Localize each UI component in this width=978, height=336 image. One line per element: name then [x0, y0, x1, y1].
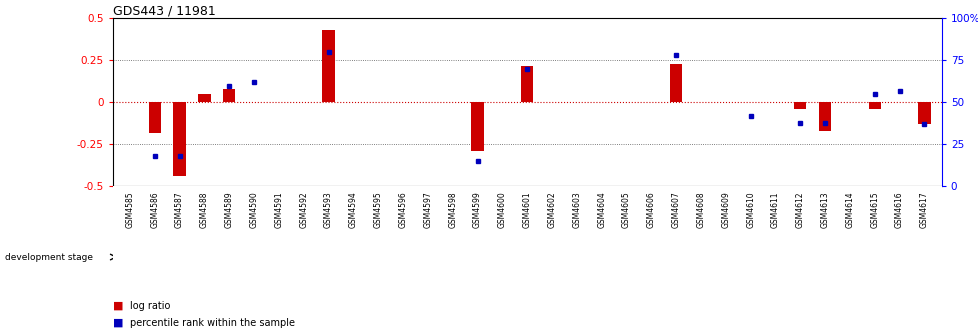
Bar: [117, 237, 167, 277]
Bar: [867, 102, 880, 109]
Text: development stage: development stage: [5, 253, 93, 261]
Bar: [688, 237, 762, 277]
Text: GSM4615: GSM4615: [869, 191, 878, 228]
Text: GSM4610: GSM4610: [745, 191, 754, 228]
Text: 8 hour APF: 8 hour APF: [700, 253, 749, 261]
Text: GSM4603: GSM4603: [572, 191, 581, 228]
Text: GSM4585: GSM4585: [125, 191, 134, 228]
Text: 2 hour APF: 2 hour APF: [304, 253, 353, 261]
Bar: [470, 102, 483, 151]
Bar: [465, 237, 539, 277]
Bar: [917, 102, 930, 124]
Text: GSM4594: GSM4594: [348, 191, 358, 228]
Text: GSM4592: GSM4592: [299, 191, 308, 228]
Text: GSM4593: GSM4593: [324, 191, 333, 228]
Text: 10 hour APF: 10 hour APF: [773, 253, 826, 261]
Text: 4 hour BPF: 4 hour BPF: [167, 253, 216, 261]
Text: GSM4588: GSM4588: [200, 191, 208, 227]
Bar: [539, 237, 613, 277]
Bar: [223, 89, 236, 102]
Bar: [669, 64, 682, 102]
Bar: [167, 237, 217, 277]
Bar: [836, 237, 936, 277]
Text: 6 hour APF: 6 hour APF: [626, 253, 675, 261]
Text: GSM4589: GSM4589: [225, 191, 234, 228]
Text: GSM4598: GSM4598: [448, 191, 457, 228]
Text: GSM4607: GSM4607: [671, 191, 680, 228]
Bar: [366, 237, 465, 277]
Bar: [818, 102, 830, 131]
Text: 3 hour APF: 3 hour APF: [390, 253, 439, 261]
Bar: [520, 66, 533, 102]
Text: GSM4614: GSM4614: [845, 191, 854, 228]
Text: 12 hour APF: 12 hour APF: [859, 253, 913, 261]
Bar: [322, 30, 334, 102]
Text: GSM4599: GSM4599: [472, 191, 481, 228]
Bar: [198, 94, 210, 102]
Text: GSM4597: GSM4597: [422, 191, 432, 228]
Text: GSM4604: GSM4604: [597, 191, 605, 228]
Text: GSM4613: GSM4613: [820, 191, 828, 228]
Text: GSM4609: GSM4609: [721, 191, 730, 228]
Text: GSM4601: GSM4601: [522, 191, 531, 228]
Text: GSM4616: GSM4616: [894, 191, 903, 228]
Text: GSM4591: GSM4591: [274, 191, 284, 228]
Text: GSM4586: GSM4586: [151, 191, 159, 228]
Text: GSM4606: GSM4606: [646, 191, 655, 228]
Bar: [291, 237, 366, 277]
Text: 4 hour APF: 4 hour APF: [477, 253, 526, 261]
Text: GSM4595: GSM4595: [374, 191, 382, 228]
Text: ■: ■: [112, 301, 123, 311]
Text: GSM4587: GSM4587: [175, 191, 184, 228]
Text: ■: ■: [112, 318, 123, 328]
Text: 0 hour PF: 0 hour PF: [233, 253, 275, 261]
Text: 18 hour BPF: 18 hour BPF: [115, 253, 169, 261]
Text: GDS443 / 11981: GDS443 / 11981: [112, 4, 215, 17]
Text: GSM4590: GSM4590: [249, 191, 258, 228]
Text: GSM4612: GSM4612: [795, 191, 804, 227]
Text: GSM4602: GSM4602: [547, 191, 556, 228]
Bar: [793, 102, 806, 109]
Text: GSM4611: GSM4611: [770, 191, 779, 227]
Bar: [762, 237, 836, 277]
Text: GSM4600: GSM4600: [498, 191, 507, 228]
Text: GSM4605: GSM4605: [621, 191, 631, 228]
Bar: [173, 102, 186, 176]
Text: 5 hour APF: 5 hour APF: [552, 253, 600, 261]
Text: percentile rank within the sample: percentile rank within the sample: [130, 318, 295, 328]
Text: GSM4608: GSM4608: [695, 191, 705, 228]
Text: GSM4596: GSM4596: [398, 191, 407, 228]
Bar: [613, 237, 688, 277]
Bar: [149, 102, 160, 133]
Text: log ratio: log ratio: [130, 301, 170, 311]
Bar: [217, 237, 291, 277]
Text: GSM4617: GSM4617: [919, 191, 928, 228]
